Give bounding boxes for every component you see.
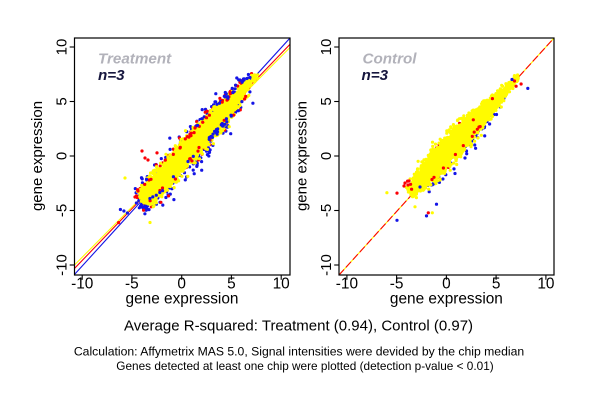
- svg-text:0: 0: [54, 152, 71, 160]
- svg-text:10: 10: [318, 39, 335, 56]
- svg-text:0: 0: [177, 276, 186, 293]
- svg-text:Control: Control: [363, 50, 418, 67]
- svg-text:-10: -10: [336, 276, 358, 293]
- svg-text:-5: -5: [125, 276, 139, 293]
- svg-text:gene expression: gene expression: [29, 101, 46, 211]
- svg-text:5: 5: [54, 97, 71, 105]
- svg-text:gene expression: gene expression: [294, 101, 311, 211]
- svg-text:-10: -10: [318, 254, 335, 276]
- svg-text:-5: -5: [54, 204, 71, 217]
- svg-text:gene expression: gene expression: [126, 291, 239, 308]
- svg-text:5: 5: [227, 276, 236, 293]
- svg-text:10: 10: [537, 276, 554, 293]
- svg-text:n=3: n=3: [98, 67, 125, 84]
- svg-text:10: 10: [273, 276, 290, 293]
- svg-text:gene expression: gene expression: [390, 291, 503, 308]
- svg-text:0: 0: [318, 152, 335, 160]
- svg-text:n=3: n=3: [362, 67, 389, 84]
- svg-text:-10: -10: [54, 254, 71, 276]
- svg-text:5: 5: [318, 97, 335, 105]
- svg-text:-5: -5: [318, 204, 335, 217]
- svg-text:Calculation: Affymetrix MAS 5.: Calculation: Affymetrix MAS 5.0, Signal …: [74, 345, 524, 359]
- svg-text:Average R-squared: Treatment (: Average R-squared: Treatment (0.94), Con…: [124, 318, 473, 335]
- svg-text:5: 5: [492, 276, 501, 293]
- svg-text:0: 0: [442, 276, 451, 293]
- svg-text:Genes detected at least one ch: Genes detected at least one chip were pl…: [116, 359, 493, 373]
- svg-text:-10: -10: [71, 276, 93, 293]
- svg-text:10: 10: [54, 39, 71, 56]
- svg-text:-5: -5: [390, 276, 404, 293]
- svg-text:Treatment: Treatment: [98, 50, 172, 67]
